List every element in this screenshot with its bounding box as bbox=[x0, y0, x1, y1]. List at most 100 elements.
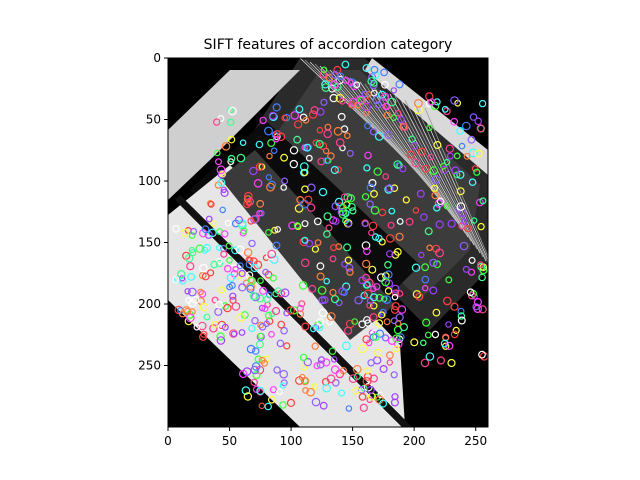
keypoint-circle bbox=[279, 401, 287, 409]
keypoint-circle bbox=[267, 395, 276, 404]
keypoint-circle bbox=[429, 258, 438, 267]
keypoint-circle bbox=[335, 138, 345, 147]
keypoint-circle bbox=[429, 286, 438, 295]
keypoint-circle bbox=[311, 397, 321, 407]
keypoint-circle bbox=[253, 179, 263, 188]
keypoint-circle bbox=[386, 351, 394, 360]
keypoint-circle bbox=[457, 316, 466, 325]
keypoint-circle bbox=[184, 288, 191, 295]
keypoint-circle bbox=[236, 313, 245, 322]
keypoint-circle bbox=[257, 277, 264, 285]
keypoint-circle bbox=[450, 96, 459, 105]
keypoint-circle bbox=[277, 320, 286, 329]
keypoint-circle bbox=[340, 289, 348, 297]
keypoint-circle bbox=[396, 333, 405, 341]
keypoint-circle bbox=[381, 92, 390, 101]
keypoint-circle bbox=[216, 258, 223, 265]
keypoint-circle bbox=[223, 264, 232, 273]
keypoint-circle bbox=[374, 131, 384, 141]
keypoint-circle bbox=[372, 95, 381, 104]
keypoint-circle bbox=[323, 157, 331, 165]
keypoint-circle bbox=[198, 321, 207, 331]
keypoint-circle bbox=[276, 339, 285, 348]
keypoint-circle bbox=[447, 358, 456, 368]
keypoint-circle bbox=[273, 136, 280, 143]
keypoint-circle bbox=[478, 273, 486, 282]
keypoint-circle bbox=[322, 383, 332, 393]
keypoint-circle bbox=[371, 233, 380, 241]
y-tick-label: 0 bbox=[153, 51, 161, 65]
keypoint-circle bbox=[382, 173, 390, 180]
keypoint-circle bbox=[264, 311, 273, 320]
keypoint-circle bbox=[203, 313, 211, 321]
keypoint-circle bbox=[286, 398, 296, 407]
keypoint-circle bbox=[267, 139, 276, 148]
keypoint-circle bbox=[214, 149, 221, 157]
keypoint-circle bbox=[308, 110, 318, 119]
accordion-light-left bbox=[168, 70, 300, 200]
keypoint-circle bbox=[296, 310, 305, 318]
keypoint-circle bbox=[440, 165, 449, 174]
keypoint-circle bbox=[476, 124, 485, 133]
keypoint-circle bbox=[378, 208, 387, 217]
keypoint-circle bbox=[318, 187, 328, 197]
keypoint-circle bbox=[443, 158, 451, 166]
keypoint-circle bbox=[406, 150, 415, 159]
keypoint-circle bbox=[353, 81, 361, 89]
keypoint-circle bbox=[395, 232, 404, 241]
keypoint-circle bbox=[331, 70, 340, 79]
keypoint-circle bbox=[250, 215, 259, 224]
keypoint-circle bbox=[351, 318, 359, 326]
keypoint-circle bbox=[387, 97, 397, 107]
keypoint-circle bbox=[220, 250, 228, 258]
keypoint-circle bbox=[333, 126, 343, 136]
keypoint-circle bbox=[270, 147, 278, 155]
keypoint-circle bbox=[302, 116, 310, 124]
keypoint-circle bbox=[280, 153, 289, 162]
keypoint-circle bbox=[315, 140, 324, 149]
keypoint-circle bbox=[229, 329, 238, 338]
bellow-fold bbox=[339, 73, 445, 206]
keypoint-circle bbox=[363, 247, 371, 256]
keypoint-circle bbox=[230, 330, 238, 338]
y-axis: 0 50 100 150 200 250 bbox=[138, 51, 168, 373]
keypoint-circle bbox=[255, 340, 264, 349]
keypoint-circle bbox=[431, 191, 440, 200]
keypoint-circle bbox=[199, 302, 209, 312]
keypoint-circle bbox=[240, 227, 248, 235]
keypoint-circle bbox=[326, 374, 336, 384]
keypoint-circle bbox=[421, 263, 430, 272]
keypoint-circle bbox=[207, 269, 215, 277]
keypoint-circle bbox=[382, 334, 390, 342]
keypoint-circle bbox=[272, 241, 281, 250]
keypoint-circle bbox=[391, 393, 399, 401]
y-tick-label: 100 bbox=[138, 174, 161, 188]
keypoint-circle bbox=[269, 386, 277, 394]
keypoint-circle bbox=[362, 335, 371, 344]
keypoint-circle bbox=[316, 317, 325, 326]
keypoint-circle bbox=[330, 80, 339, 89]
keypoint-circle bbox=[461, 121, 471, 131]
keypoint-circle bbox=[473, 168, 481, 176]
keypoint-circle bbox=[299, 353, 308, 362]
keypoint-circle bbox=[373, 167, 382, 176]
keypoint-circle bbox=[362, 64, 371, 73]
keypoint-circle bbox=[379, 365, 388, 374]
keypoint-circle bbox=[461, 218, 468, 225]
x-tick-label: 200 bbox=[403, 434, 426, 448]
bellow-fold bbox=[354, 79, 454, 218]
keypoint-circle bbox=[445, 144, 454, 153]
keypoint-circle bbox=[343, 193, 353, 203]
keypoint-circle bbox=[453, 152, 461, 160]
keypoint-circle bbox=[405, 217, 414, 226]
keypoint-circle bbox=[468, 291, 476, 300]
keypoint-circle bbox=[289, 159, 298, 169]
bellow-fold bbox=[344, 75, 448, 210]
keypoint-circle bbox=[199, 263, 208, 273]
keypoint-circle bbox=[200, 330, 208, 338]
keypoint-circle bbox=[248, 239, 256, 248]
keypoint-circle bbox=[390, 371, 398, 379]
keypoint-circle bbox=[331, 202, 340, 211]
keypoint-circle bbox=[238, 283, 247, 292]
y-tick-label: 200 bbox=[138, 297, 161, 311]
